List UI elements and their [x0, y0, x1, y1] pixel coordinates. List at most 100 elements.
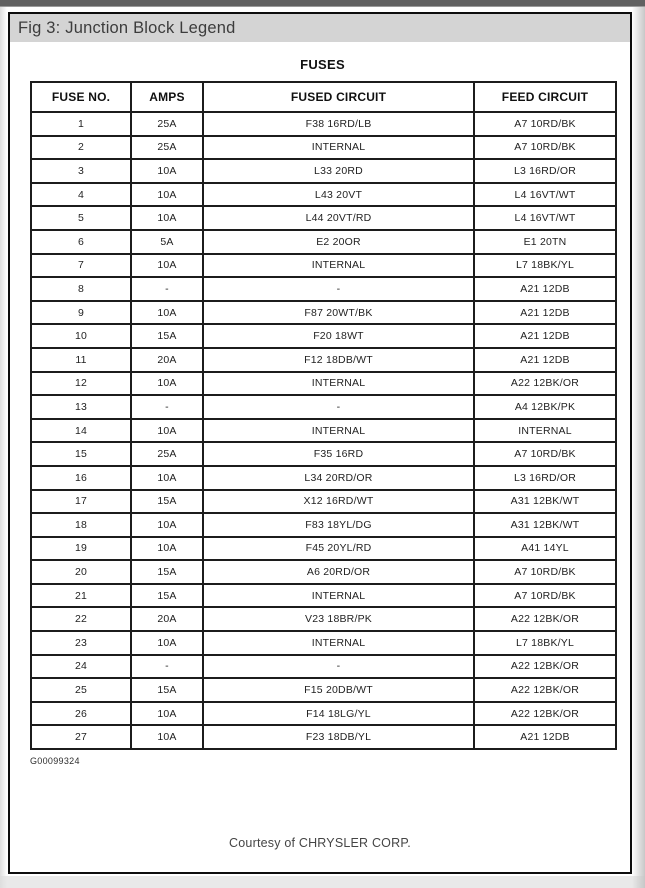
fuse-no-cell: 24 [30, 653, 132, 680]
table-row: 27 10A F23 18DB/YL A21 12DB [30, 724, 617, 751]
fused-circuit-cell: INTERNAL [202, 417, 475, 444]
fused-circuit-cell: X12 16RD/WT [202, 488, 475, 515]
table-row: 11 20A F12 18DB/WT A21 12DB [30, 346, 617, 373]
feed-circuit-cell: A21 12DB [473, 276, 617, 302]
feed-circuit-cell: A21 12DB [473, 299, 617, 326]
column-header-fused-circuit: FUSED CIRCUIT [202, 81, 475, 113]
table-row: 24- - A22 12BK/OR [30, 653, 617, 680]
table-row: 25 15A F15 20DB/WT A22 12BK/OR [30, 677, 617, 703]
amps-cell: 15A [130, 323, 204, 349]
table-row: 14 10A INTERNAL INTERNAL [30, 417, 617, 444]
fuse-no-cell: 14 [30, 417, 132, 444]
window-top-bar [0, 0, 645, 7]
fused-circuit-cell: V23 18BR/PK [202, 606, 475, 633]
amps-cell: - [130, 394, 204, 420]
feed-circuit-cell: A22 12BK/OR [473, 370, 617, 397]
page-edge-left [0, 7, 7, 888]
feed-circuit-cell: L4 16VT/WT [473, 205, 617, 231]
fuse-no-cell: 17 [30, 488, 132, 515]
amps-cell: 10A [130, 158, 204, 184]
table-body: 1 25A F38 16RD/LB A7 10RD/BK 2 25A INTERNAL A7 … [30, 111, 617, 751]
amps-cell: 10A [130, 535, 204, 562]
amps-cell: 15A [130, 677, 204, 703]
feed-circuit-cell: A21 12DB [473, 724, 617, 751]
feed-circuit-cell: A4 12BK/PK [473, 394, 617, 420]
fuse-no-cell: 10 [30, 323, 132, 349]
amps-cell: 10A [130, 181, 204, 208]
fuse-no-cell: 8 [30, 276, 132, 302]
table-row: 9 10A F87 20WT/BK A21 12DB [30, 299, 617, 326]
fused-circuit-cell: - [202, 276, 475, 302]
column-header-amps: AMPS [130, 81, 204, 113]
amps-cell: 10A [130, 464, 204, 491]
page-edge-bottom [0, 876, 645, 888]
feed-circuit-cell: A22 12BK/OR [473, 677, 617, 703]
fuse-no-cell: 5 [30, 205, 132, 231]
table-row: 26 10A F14 18LG/YL A22 12BK/OR [30, 700, 617, 727]
feed-circuit-cell: L7 18BK/YL [473, 252, 617, 279]
amps-cell: 25A [130, 134, 204, 161]
fuse-no-cell: 26 [30, 700, 132, 727]
amps-cell: 10A [130, 512, 204, 538]
table-row: 1 25A F38 16RD/LB A7 10RD/BK [30, 111, 617, 137]
fuse-no-cell: 6 [30, 228, 132, 255]
fuse-no-cell: 22 [30, 606, 132, 633]
table-row: 8- - A21 12DB [30, 276, 617, 302]
amps-cell: 10A [130, 700, 204, 727]
table-row: 10 15A F20 18WT A21 12DB [30, 323, 617, 349]
amps-cell: - [130, 653, 204, 680]
fused-circuit-cell: INTERNAL [202, 370, 475, 397]
fused-circuit-cell: L44 20VT/RD [202, 205, 475, 231]
fused-circuit-cell: F23 18DB/YL [202, 724, 475, 751]
feed-circuit-cell: A7 10RD/BK [473, 582, 617, 609]
fused-circuit-cell: - [202, 653, 475, 680]
feed-circuit-cell: A22 12BK/OR [473, 653, 617, 680]
table-row: 17 15A X12 16RD/WT A31 12BK/WT [30, 488, 617, 515]
fused-circuit-cell: L34 20RD/OR [202, 464, 475, 491]
feed-circuit-cell: L4 16VT/WT [473, 181, 617, 208]
fuse-no-cell: 12 [30, 370, 132, 397]
fuse-no-cell: 15 [30, 441, 132, 467]
table-header-row: FUSE NO. AMPS FUSED CIRCUIT FEED CIRCUIT [30, 81, 617, 113]
feed-circuit-cell: L3 16RD/OR [473, 464, 617, 491]
amps-cell: - [130, 276, 204, 302]
fused-circuit-cell: INTERNAL [202, 582, 475, 609]
fuse-no-cell: 13 [30, 394, 132, 420]
fuse-no-cell: 7 [30, 252, 132, 279]
amps-cell: 15A [130, 582, 204, 609]
amps-cell: 15A [130, 559, 204, 585]
fused-circuit-cell: F12 18DB/WT [202, 346, 475, 373]
amps-cell: 10A [130, 417, 204, 444]
table-row: 15 25A F35 16RD A7 10RD/BK [30, 441, 617, 467]
table-row: 18 10A F83 18YL/DG A31 12BK/WT [30, 512, 617, 538]
fuse-no-cell: 20 [30, 559, 132, 585]
amps-cell: 10A [130, 370, 204, 397]
table-row: 16 10A L34 20RD/OR L3 16RD/OR [30, 464, 617, 491]
fused-circuit-cell: F15 20DB/WT [202, 677, 475, 703]
amps-cell: 20A [130, 606, 204, 633]
amps-cell: 10A [130, 630, 204, 656]
fuse-no-cell: 23 [30, 630, 132, 656]
table-row: 2 25A INTERNAL A7 10RD/BK [30, 134, 617, 161]
feed-circuit-cell: A21 12DB [473, 346, 617, 373]
fuse-no-cell: 4 [30, 181, 132, 208]
page-edge-right [632, 7, 645, 888]
fused-circuit-cell: F38 16RD/LB [202, 111, 475, 137]
feed-circuit-cell: A41 14YL [473, 535, 617, 562]
fused-circuit-cell: - [202, 394, 475, 420]
feed-circuit-cell: A31 12BK/WT [473, 488, 617, 515]
fuse-no-cell: 27 [30, 724, 132, 751]
feed-circuit-cell: A22 12BK/OR [473, 606, 617, 633]
fused-circuit-cell: INTERNAL [202, 134, 475, 161]
table-row: 19 10A F45 20YL/RD A41 14YL [30, 535, 617, 562]
figure-title-bar: Fig 3: Junction Block Legend [10, 14, 630, 42]
fuse-no-cell: 19 [30, 535, 132, 562]
feed-circuit-cell: L3 16RD/OR [473, 158, 617, 184]
table-title: FUSES [300, 57, 345, 72]
amps-cell: 20A [130, 346, 204, 373]
feed-circuit-cell: A22 12BK/OR [473, 700, 617, 727]
fused-circuit-cell: F87 20WT/BK [202, 299, 475, 326]
figure-panel: Fig 3: Junction Block Legend FUSES FUSE … [8, 12, 632, 874]
fuse-no-cell: 25 [30, 677, 132, 703]
amps-cell: 15A [130, 488, 204, 515]
